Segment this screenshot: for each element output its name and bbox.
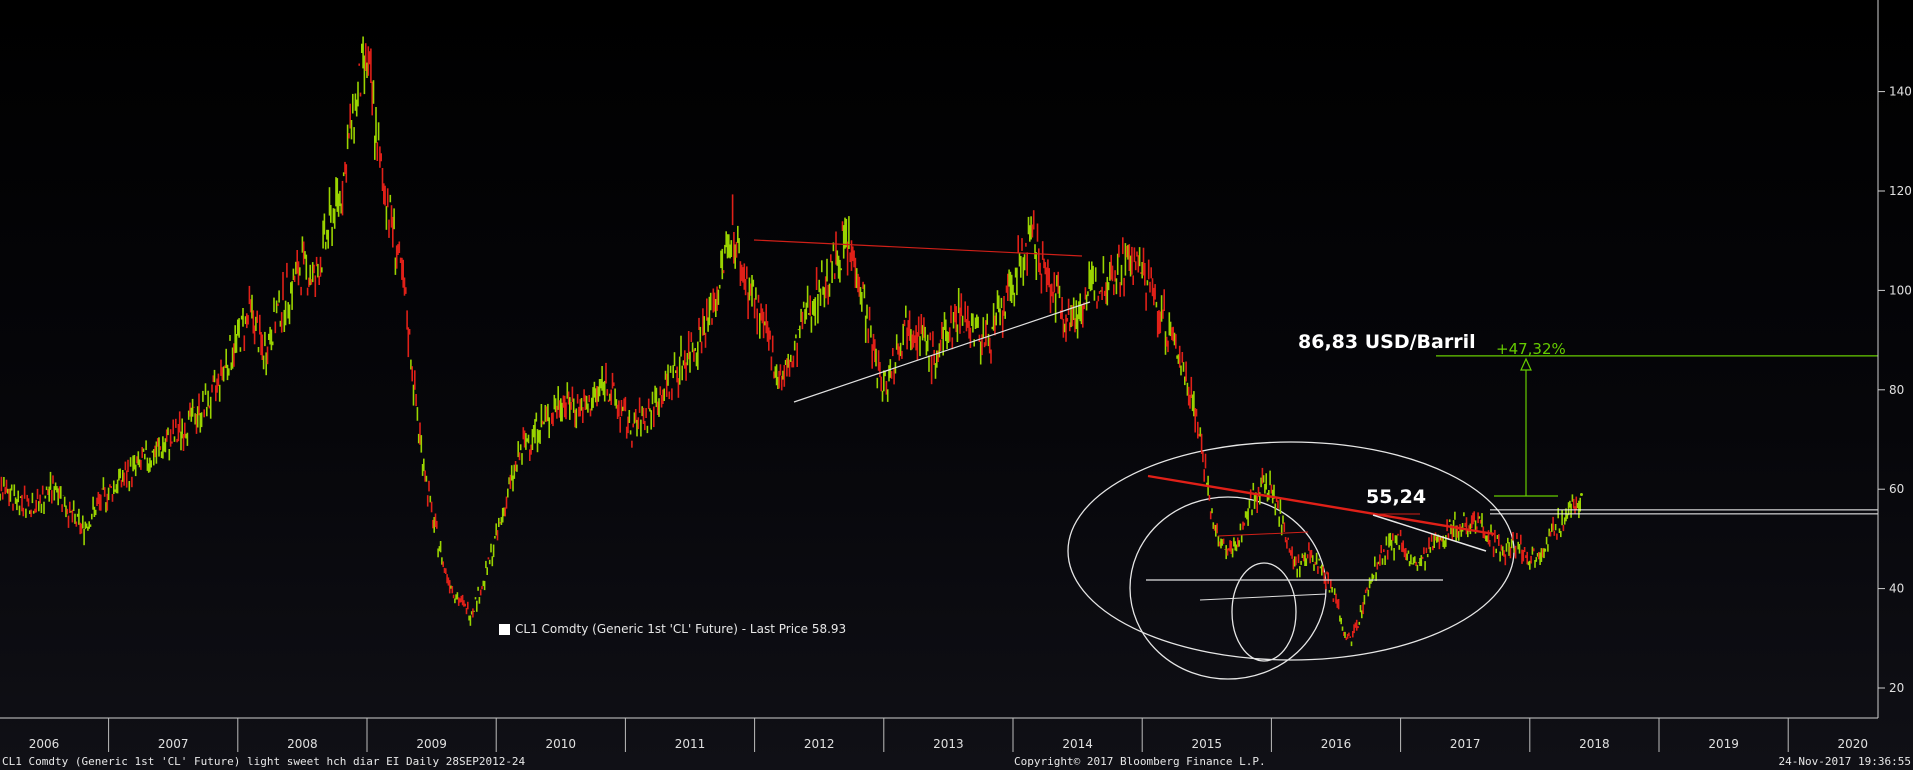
x-tick-label: 2014 — [1062, 737, 1093, 751]
y-tick-label: 140 — [1889, 85, 1912, 99]
y-tick-label: 20 — [1889, 681, 1904, 695]
y-tick-label: 120 — [1889, 184, 1912, 198]
x-tick-label: 2015 — [1192, 737, 1223, 751]
x-tick-label: 2010 — [546, 737, 577, 751]
legend-swatch — [499, 624, 510, 635]
projection-arrow-head[interactable] — [1520, 357, 1532, 371]
percent-gain-label: +47,32% — [1496, 340, 1566, 358]
x-tick-label: 2013 — [933, 737, 964, 751]
footer-timestamp: 24-Nov-2017 19:36:55 — [1779, 755, 1911, 768]
x-tick-label: 2012 — [804, 737, 835, 751]
x-tick-label: 2006 — [29, 737, 60, 751]
x-tick-label: 2018 — [1579, 737, 1610, 751]
y-tick-label: 40 — [1889, 582, 1904, 596]
x-tick-label: 2017 — [1450, 737, 1481, 751]
x-tick-label: 2008 — [287, 737, 318, 751]
y-tick-label: 60 — [1889, 482, 1904, 496]
x-tick-label: 2011 — [675, 737, 706, 751]
target-price-label: 86,83 USD/Barril — [1298, 331, 1476, 353]
x-tick-label: 2019 — [1708, 737, 1739, 751]
descending-resistance-trendline[interactable] — [1147, 474, 1495, 536]
footer-security-info: CL1 Comdty (Generic 1st 'CL' Future) lig… — [2, 755, 526, 768]
support-line-2016[interactable] — [1199, 593, 1327, 601]
neckline-price-label: 55,24 — [1366, 486, 1426, 508]
x-tick-label: 2020 — [1838, 737, 1869, 751]
last-price-point — [1579, 493, 1583, 497]
y-tick-label: 80 — [1889, 383, 1904, 397]
x-tick-label: 2009 — [416, 737, 447, 751]
footer-copyright: Copyright© 2017 Bloomberg Finance L.P. — [1014, 755, 1266, 768]
resistance-trendline-2012[interactable] — [753, 239, 1083, 257]
ellipse-middle[interactable] — [1129, 496, 1327, 680]
legend-label: CL1 Comdty (Generic 1st 'CL' Future) - L… — [515, 622, 846, 636]
x-tick-label: 2016 — [1321, 737, 1352, 751]
support-trendline-2012[interactable] — [793, 301, 1091, 403]
y-tick-label: 100 — [1889, 283, 1912, 297]
resistance-line-2016[interactable] — [1217, 531, 1309, 537]
x-tick-label: 2007 — [158, 737, 189, 751]
short-downtrend-line[interactable] — [1372, 514, 1487, 552]
ellipse-inner[interactable] — [1231, 562, 1297, 662]
